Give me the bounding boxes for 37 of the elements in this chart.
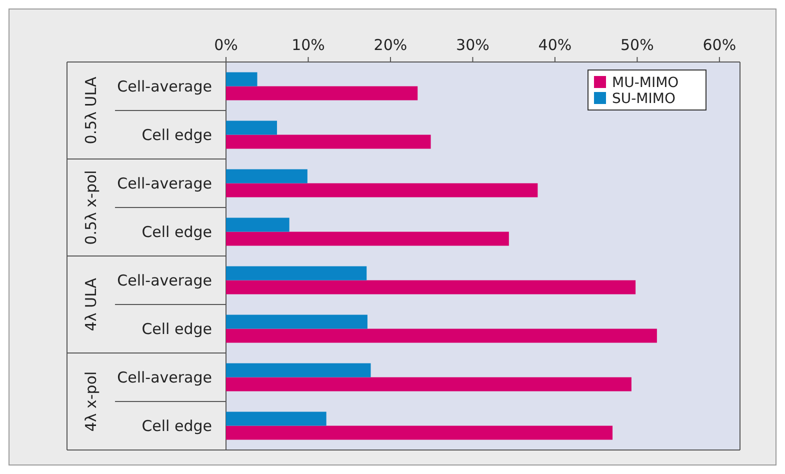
y-tick-label: Cell edge (142, 222, 212, 241)
y-tick-label: Cell edge (142, 126, 212, 144)
bar (226, 314, 368, 329)
bar (226, 72, 258, 86)
x-tick-label: 50% (620, 36, 654, 54)
x-tick-label: 0% (214, 36, 238, 54)
bar (226, 120, 277, 135)
bar (226, 218, 290, 232)
bar (226, 232, 509, 246)
bar (226, 280, 636, 294)
bar (226, 426, 613, 440)
text: 4λ x-pol (82, 371, 100, 432)
bar (226, 266, 367, 280)
text: 0.5λ x-pol (82, 170, 100, 245)
bar (226, 328, 657, 343)
bar (226, 183, 538, 198)
y-tick-label: Cell edge (142, 416, 212, 435)
text: 0.5λ ULA (82, 76, 100, 144)
x-tick-label: 30% (456, 36, 490, 54)
y-tick-label: Cell edge (142, 320, 212, 338)
bar (226, 363, 371, 378)
x-tick-label: 10% (292, 36, 325, 54)
y-tick-label: Cell-average (117, 368, 212, 386)
bar (226, 412, 326, 426)
text: 4λ ULA (82, 277, 100, 332)
legend-label: MU-MIMO (612, 75, 679, 91)
y-tick-label: Cell-average (117, 271, 212, 290)
x-tick-label: 20% (374, 36, 408, 54)
bar (226, 134, 431, 149)
x-tick-label: 60% (702, 36, 736, 54)
y-tick-label: Cell-average (117, 77, 212, 96)
bar (226, 169, 308, 184)
y-tick-label: Cell-average (117, 174, 212, 192)
bar (226, 86, 418, 100)
legend-label: SU-MIMO (612, 91, 676, 107)
bar (226, 377, 632, 392)
x-tick-label: 40% (538, 36, 572, 54)
